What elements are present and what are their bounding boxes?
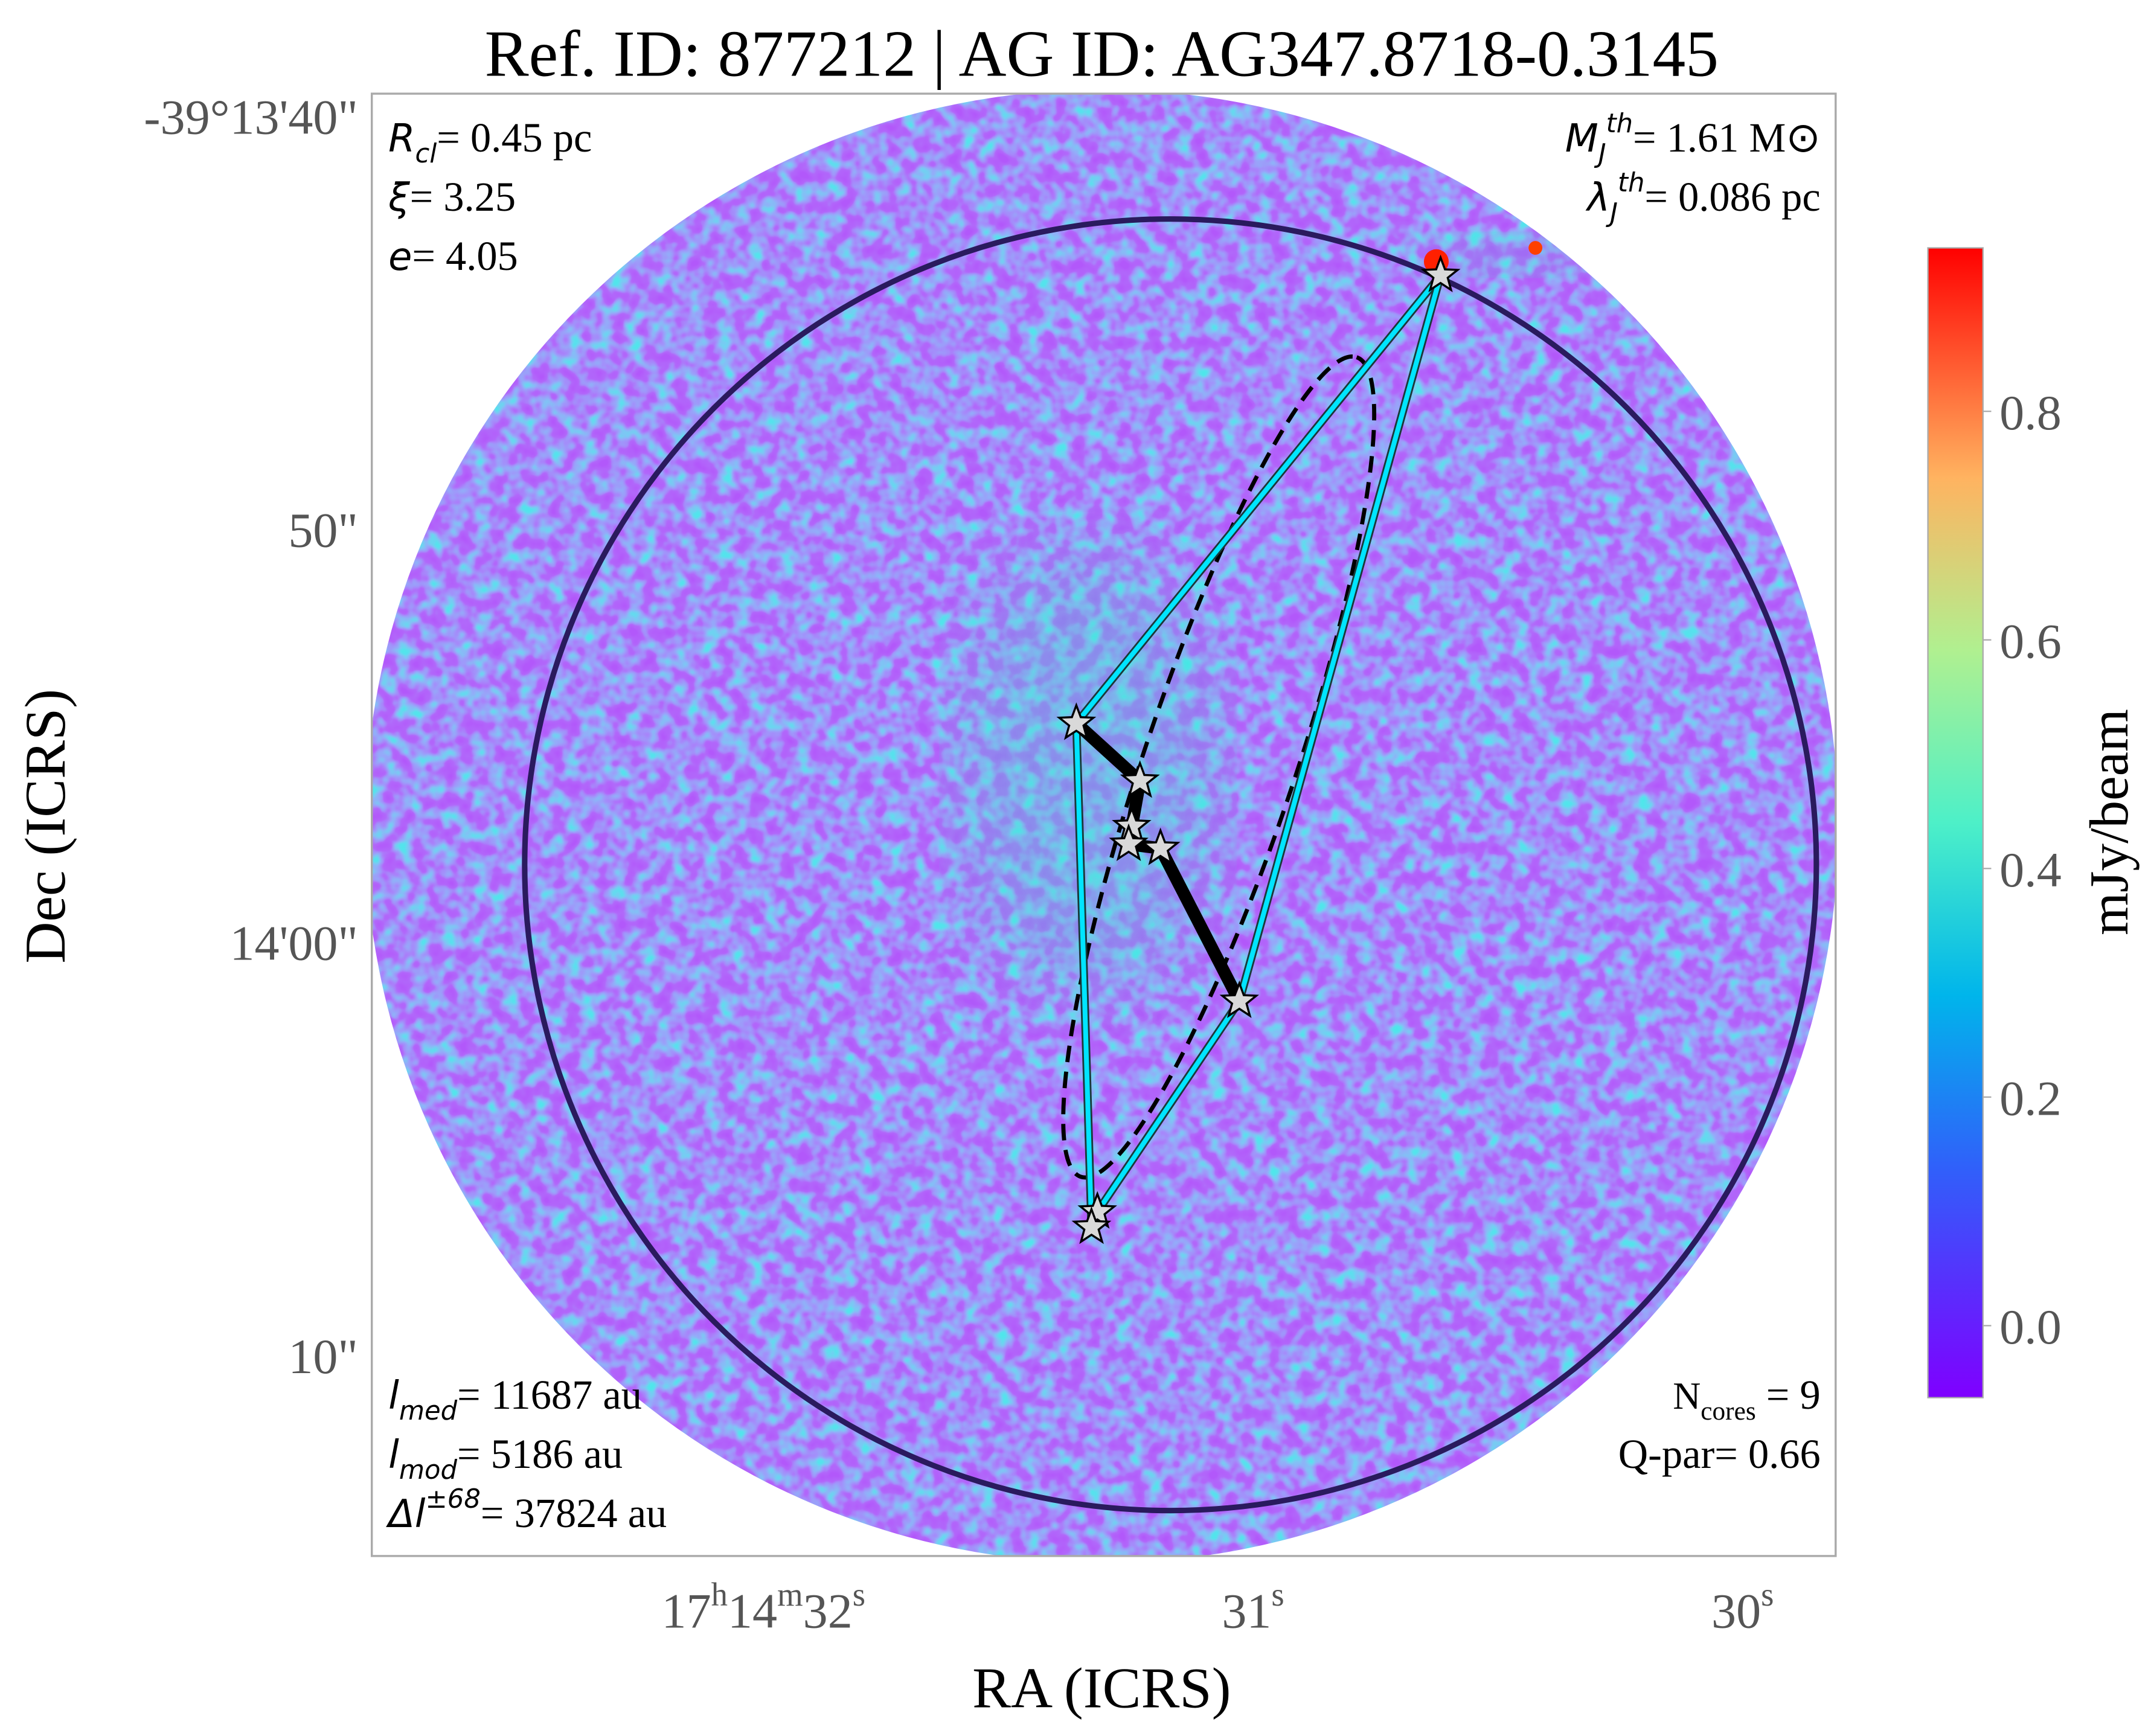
y-tick-label: -39°13'40" (144, 89, 358, 144)
annotation-text: = 9 (1756, 1372, 1821, 1418)
x-axis-label: RA (ICRS) (972, 1656, 1231, 1720)
edge (1074, 723, 1094, 1228)
frame (371, 92, 1837, 1557)
annotation: Ncores = 9 (1673, 1372, 1821, 1426)
edge (1074, 274, 1443, 725)
core (1420, 254, 1461, 292)
annotation-symbol: l (388, 1433, 399, 1478)
annotation-sub: cl (415, 139, 437, 169)
annotation-text: = 0.086 pc (1644, 174, 1820, 220)
annotation-symbol: Δl (385, 1492, 426, 1537)
annotation: Q-par= 0.66 (1618, 1431, 1821, 1477)
annotation-symbol: e (388, 235, 412, 280)
fit-ellipse (1061, 354, 1377, 1180)
colorbar-tick-label: 0.4 (1999, 842, 2062, 897)
y-tick-label: 10" (288, 1329, 358, 1384)
y-tick-label: 50" (288, 503, 358, 558)
annotation: lmod= 5186 au (388, 1431, 623, 1485)
chart-title: Ref. ID: 877212 | AG ID: AG347.8718-0.31… (485, 16, 1719, 90)
colorbar-tick-label: 0.8 (1999, 385, 2062, 440)
emission (1418, 235, 1584, 274)
annotation: ξ= 3.25 (388, 174, 516, 220)
emission (964, 551, 1212, 991)
core (1219, 980, 1260, 1018)
annotation-sup: ±68 (425, 1484, 480, 1514)
colorbar-tick-label: 0.0 (1999, 1299, 2062, 1354)
annotation: MJth= 1.61 M⊙ (1565, 109, 1821, 169)
marks (1056, 254, 1461, 1244)
annotation-text: Q-par= 0.66 (1618, 1431, 1821, 1477)
annotation: Δl±68= 37824 au (385, 1484, 667, 1537)
edge (1237, 275, 1443, 1002)
core (1077, 1191, 1117, 1229)
core (1120, 760, 1160, 798)
filament-edge (1070, 717, 1147, 787)
annotation-symbol: l (388, 1374, 399, 1418)
annotation-symbol: ξ (388, 176, 410, 220)
core (1141, 827, 1181, 865)
annotation-sub: cores (1701, 1397, 1755, 1426)
annotation-symbol: M (1565, 117, 1598, 161)
annotation-sub: mod (399, 1455, 458, 1485)
core (1071, 1206, 1112, 1244)
colorbar-label: mJy/beam (2079, 709, 2140, 935)
peak (1528, 241, 1543, 255)
annotation-text: = 1.61 M⊙ (1633, 115, 1821, 161)
cluster-circle (522, 216, 1819, 1514)
x-tick-label: 30s (1711, 1576, 1774, 1638)
annotation-symbol: N (1673, 1374, 1701, 1417)
edge (1095, 999, 1242, 1214)
x-tick-label: 17h14m32s (662, 1576, 866, 1638)
y-axis-label: Dec (ICRS) (13, 689, 77, 964)
annotation-text: = 5186 au (457, 1431, 623, 1477)
annotation: lmed= 11687 au (388, 1372, 642, 1426)
annotation-sup: th (1618, 168, 1644, 198)
colorbar-tick-label: 0.2 (1999, 1071, 2062, 1126)
annotation-text: = 37824 au (481, 1490, 667, 1536)
annotation-text: = 0.45 pc (437, 115, 592, 161)
colorbar (1927, 247, 1984, 1398)
annotation-text: = 11687 au (457, 1372, 642, 1418)
annotation-text: = 4.05 (412, 233, 518, 279)
annotation-symbol: R (388, 117, 415, 161)
annotation-sup: th (1606, 109, 1633, 139)
annotation-symbol: λ (1585, 176, 1610, 220)
core (1056, 702, 1097, 740)
filament-edge (1154, 842, 1246, 1008)
image (371, 94, 1836, 1556)
annotation-text: = 3.25 (410, 174, 516, 220)
annotation-sub: med (399, 1396, 458, 1426)
annotation: e= 4.05 (388, 233, 518, 280)
annotation: λJth= 0.086 pc (1585, 168, 1820, 228)
x-tick-label: 31s (1222, 1576, 1284, 1638)
colorbar-tick-label: 0.6 (1999, 613, 2062, 668)
y-tick-label: 14'00" (229, 916, 357, 971)
core (1109, 823, 1149, 862)
annotation: Rcl= 0.45 pc (388, 115, 592, 169)
